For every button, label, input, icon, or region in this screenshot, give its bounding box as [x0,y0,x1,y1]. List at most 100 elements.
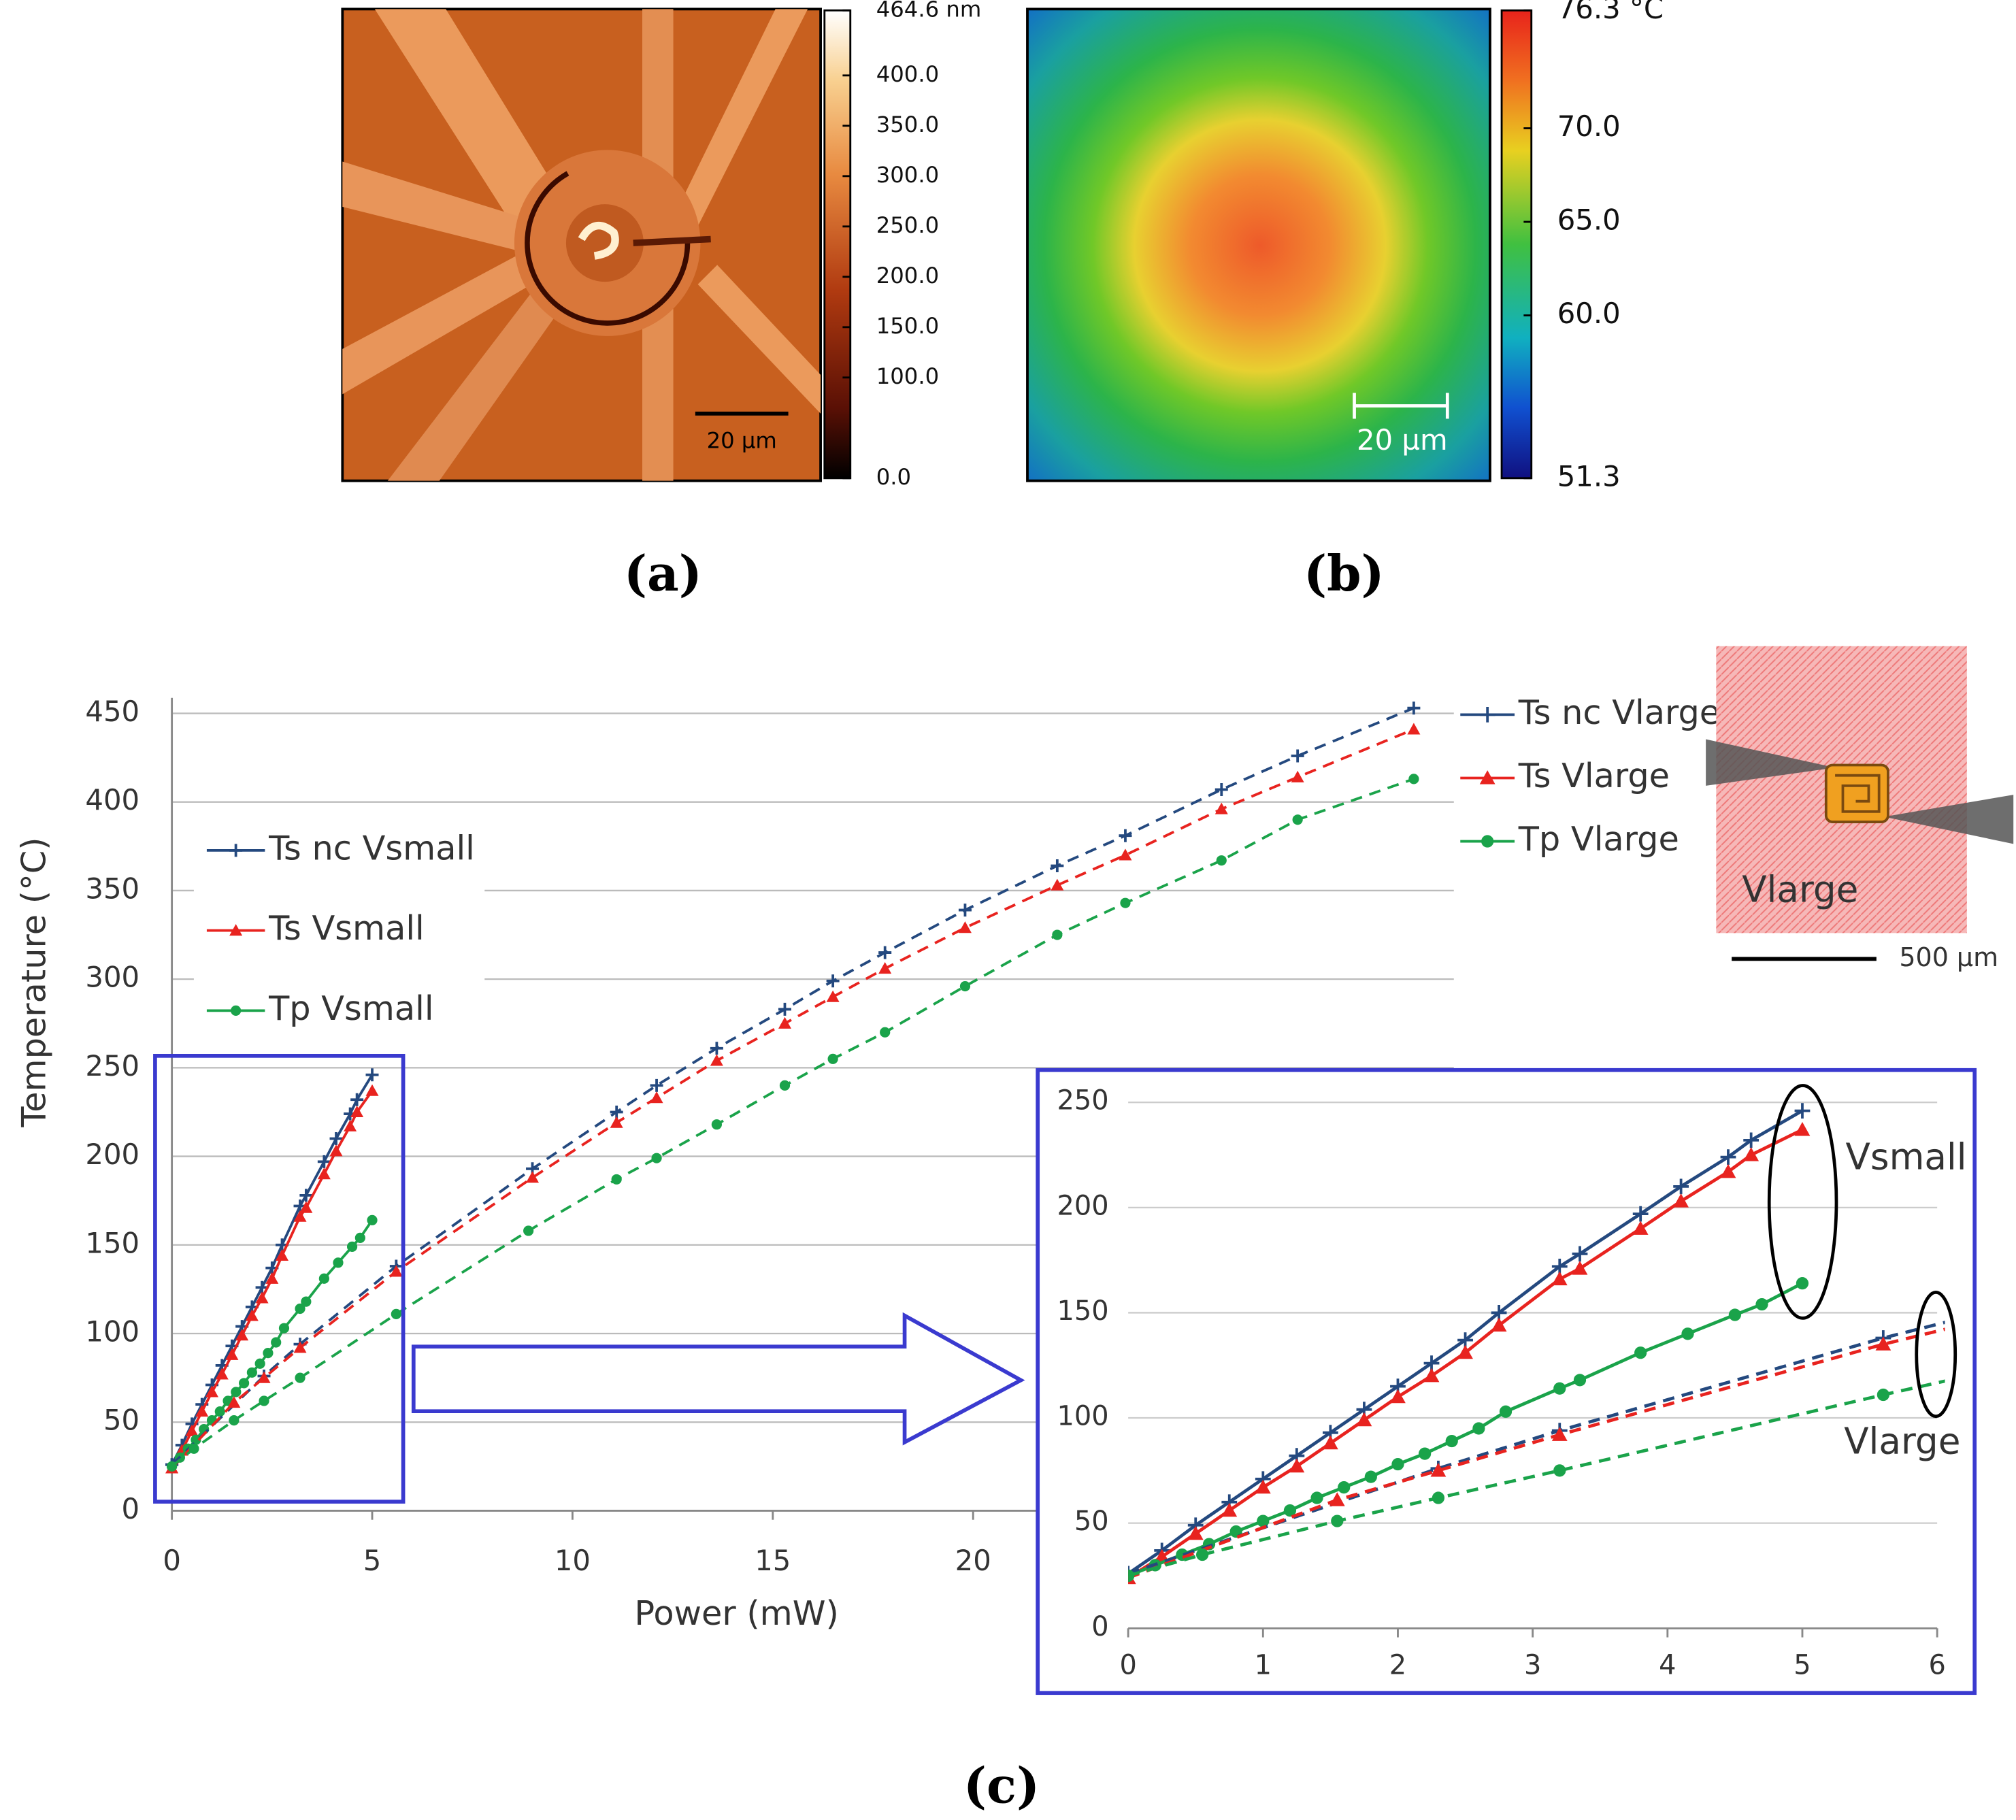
marker [1551,1427,1568,1441]
legend-label: Ts nc Vsmall [268,828,475,867]
colorbar-tick-label: 60.0 [1557,297,1621,330]
y-tick-label: 150 [1057,1295,1109,1327]
marker [293,1341,307,1353]
marker [779,1080,791,1091]
marker [1391,1457,1404,1471]
marker [1553,1382,1566,1395]
marker [391,1308,401,1319]
colorbar-tick-label: 150.0 [876,313,939,339]
y-tick-label: 350 [85,872,139,905]
colorbar-tick-label: 464.6 nm [876,0,982,22]
marker [350,1093,364,1106]
marker [1479,707,1496,723]
marker [1720,1149,1736,1165]
y-tick-label: 250 [1057,1085,1109,1116]
marker [826,974,840,988]
marker [301,1296,312,1307]
inset-box [1036,1068,1977,1695]
ellipse [1767,1084,1838,1320]
marker [246,1367,257,1378]
marker [1457,1344,1473,1359]
arrow [411,1312,1025,1446]
zoom-box [153,1053,406,1504]
legend-label: Ts Vlarge [1518,756,1670,795]
x-tick-label: 0 [1119,1650,1136,1681]
x-axis-title: Power (mW) [634,1593,838,1633]
x-tick-label: 20 [955,1544,991,1577]
marker [1632,1221,1649,1235]
colorbar-tick-label: 76.3 °C [1557,0,1664,25]
marker [1291,749,1304,763]
marker [1573,1374,1587,1387]
legend-label: Tp Vlarge [1518,819,1679,859]
marker [1292,814,1303,825]
y-tick-label: 200 [1057,1190,1109,1221]
colorbar-tick-label: 300.0 [876,162,939,188]
marker [229,924,243,936]
marker [1310,1491,1323,1504]
marker [278,1323,290,1334]
marker [1794,1103,1811,1119]
colorbar-tick-label: 400.0 [876,61,939,87]
marker [235,1329,249,1341]
marker [1491,1317,1507,1332]
marker [329,1132,343,1146]
colorbar-tick-label: 65.0 [1557,203,1621,237]
marker [1119,829,1132,842]
marker [1572,1261,1588,1275]
afm-image [341,7,822,482]
marker [1796,1277,1809,1290]
marker [1291,770,1304,782]
x-tick-label: 2 [1389,1650,1406,1681]
colorbar-tick-label: 200.0 [876,263,939,288]
marker [1216,855,1227,866]
marker [959,980,971,992]
marker [1119,848,1132,861]
marker [259,1395,269,1406]
marker [1418,1447,1432,1460]
marker [354,1232,365,1243]
marker [1673,1193,1689,1208]
marker [1743,1132,1759,1148]
marker [710,1042,723,1055]
marker [346,1241,358,1252]
marker [344,1119,357,1131]
marker [1051,859,1064,872]
marker [333,1257,344,1268]
x-tick-label: 15 [755,1544,791,1577]
marker [651,1153,662,1163]
marker [1214,782,1228,796]
marker [958,904,972,917]
ellipse [1915,1291,1957,1419]
marker [878,946,892,959]
marker [1572,1246,1588,1262]
legend-label: Tp Vsmall [268,989,434,1028]
marker [365,1084,379,1096]
y-tick-label: 50 [1074,1506,1109,1537]
marker [1356,1412,1372,1427]
marker [1479,770,1496,784]
marker [1214,802,1228,814]
thermal-image [1026,7,1491,482]
y-tick-label: 250 [85,1049,139,1082]
marker [257,1371,271,1383]
colorbar-tick-label: 250.0 [876,212,939,238]
x-tick-label: 3 [1524,1650,1541,1681]
marker [1196,1548,1209,1561]
marker [1221,1502,1238,1517]
marker [188,1443,199,1454]
y-tick-label: 0 [122,1492,140,1525]
marker [1445,1434,1458,1448]
marker [365,1068,379,1082]
marker [367,1214,378,1225]
marker [650,1091,663,1104]
marker [1051,878,1064,891]
scale-bar-label: 20 µm [707,428,777,454]
marker [1673,1178,1689,1195]
marker [878,962,892,974]
marker [1331,1515,1344,1527]
colorbar [823,9,852,480]
marker [1551,1271,1568,1286]
marker [263,1348,274,1359]
